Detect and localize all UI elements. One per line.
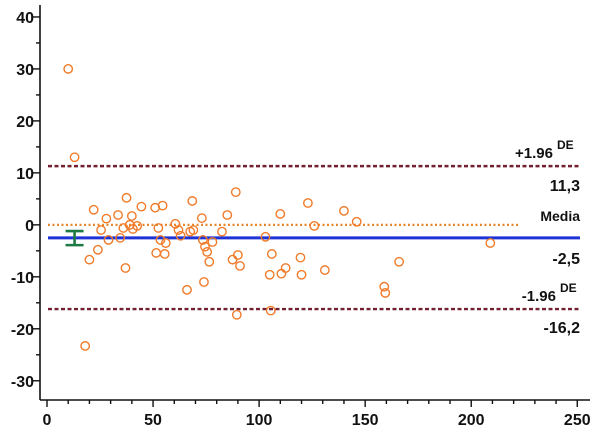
data-point [260, 231, 271, 242]
data-point [196, 213, 207, 223]
reference-lines [48, 164, 580, 311]
y-tick-label: -30 [11, 374, 34, 391]
data-point [339, 205, 349, 216]
data-point [266, 249, 277, 259]
data-point [394, 256, 405, 267]
data-point [80, 341, 91, 351]
data-point [319, 265, 330, 275]
data-point [113, 210, 123, 220]
y-tick-label: -20 [11, 322, 34, 339]
data-point [199, 277, 209, 287]
y-tick-label: 10 [16, 166, 34, 183]
x-tick-label: 50 [144, 412, 162, 429]
y-tick-label: 30 [16, 62, 34, 79]
data-point [202, 246, 213, 257]
data-point [155, 235, 166, 245]
data-point [198, 235, 208, 245]
data-point [351, 216, 362, 227]
x-tick-label: 100 [246, 412, 273, 429]
x-tick-label: 0 [43, 412, 52, 429]
y-tick-label: 40 [16, 10, 34, 27]
y-tick-label: 0 [25, 218, 34, 235]
data-point [232, 250, 243, 260]
data-point [227, 254, 238, 265]
lower-limit-label-sup: DE [560, 281, 577, 295]
data-point [136, 201, 147, 212]
reference-line-labels: +1.96 DE 11,3 Media -2,5 -1.96 DE -16,2 [515, 138, 580, 337]
data-point [96, 225, 106, 235]
data-point [175, 230, 186, 241]
lower-limit-label: -1.96 [522, 288, 556, 305]
data-point [230, 187, 241, 198]
data-point [159, 249, 170, 259]
data-point [265, 305, 276, 316]
upper-limit-label-sup: DE [557, 138, 574, 152]
mean-label: Media [540, 208, 580, 224]
data-point [276, 268, 287, 279]
data-point [295, 252, 306, 263]
data-points [63, 64, 496, 351]
data-point [101, 213, 112, 224]
data-point [157, 200, 168, 211]
lower-limit-value-label: -16,2 [544, 320, 581, 337]
data-point [132, 220, 143, 231]
data-point [207, 237, 218, 247]
data-point [204, 256, 215, 267]
data-point [188, 225, 199, 235]
x-tick-label: 150 [352, 412, 379, 429]
axes: -30 -20 -10 0 10 20 30 40 0 50 100 150 200 250 [11, 5, 591, 429]
data-point [160, 238, 171, 248]
y-tick-label: -10 [11, 270, 34, 287]
data-point [275, 209, 286, 219]
data-point [84, 254, 95, 265]
mean-confidence-interval [65, 229, 84, 247]
data-point [222, 210, 233, 220]
data-point [120, 263, 131, 273]
data-point [63, 64, 74, 74]
data-point [379, 281, 390, 292]
data-point [200, 241, 210, 252]
data-point [103, 235, 114, 245]
upper-limit-label: +1.96 [515, 145, 553, 162]
data-point [231, 309, 242, 320]
data-point [296, 269, 307, 280]
data-point [380, 288, 391, 298]
data-point [235, 261, 245, 271]
data-point [485, 238, 496, 248]
data-point [217, 226, 227, 237]
x-tick-label: 200 [458, 412, 485, 429]
data-point [93, 244, 103, 255]
data-point [182, 284, 192, 295]
data-point [302, 198, 313, 208]
data-point [88, 204, 99, 215]
data-point [151, 248, 162, 258]
data-point [69, 152, 80, 163]
data-point [121, 192, 132, 203]
mean-value-label: -2,5 [552, 251, 580, 268]
data-point [173, 225, 184, 235]
data-point [115, 232, 126, 243]
upper-limit-value-label: 11,3 [550, 178, 580, 195]
data-point [264, 269, 275, 280]
data-point [153, 223, 164, 233]
data-point [126, 211, 137, 221]
y-tick-label: 20 [16, 114, 34, 131]
data-point [309, 220, 320, 231]
data-point [280, 263, 291, 273]
data-point [187, 196, 198, 206]
x-tick-label: 250 [564, 412, 591, 429]
